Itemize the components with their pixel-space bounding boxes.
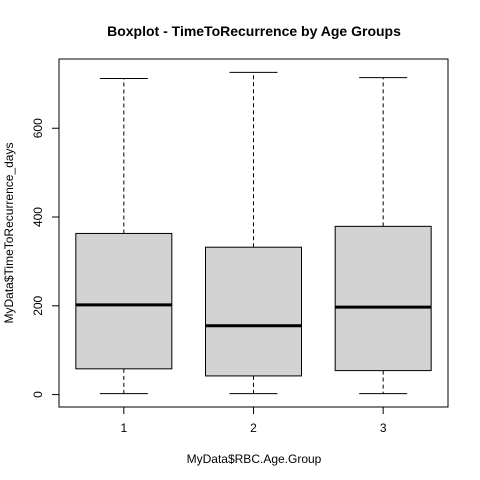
y-tick-label: 200: [31, 295, 45, 315]
box-group-1: [75, 78, 173, 395]
x-tick-label: 1: [120, 421, 127, 435]
y-tick-label: 0: [31, 391, 45, 398]
chart-title: Boxplot - TimeToRecurrence by Age Groups: [107, 23, 401, 39]
boxes-group: [75, 71, 432, 395]
y-tick-label: 600: [31, 118, 45, 138]
iqr-box: [205, 246, 302, 377]
box-group-2: [205, 71, 302, 395]
iqr-box: [75, 232, 173, 370]
x-axis-label: MyData$RBC.Age.Group: [187, 452, 322, 466]
box-group-3: [334, 77, 432, 395]
iqr-box: [334, 225, 432, 372]
y-axis-label: MyData$TimeToRecurrence_days: [2, 143, 16, 324]
x-tick-label: 2: [250, 421, 257, 435]
y-axis: 0 200 400 600: [31, 118, 60, 398]
y-tick-label: 400: [31, 207, 45, 227]
x-axis: 1 2 3: [120, 406, 387, 435]
x-tick-label: 3: [380, 421, 387, 435]
